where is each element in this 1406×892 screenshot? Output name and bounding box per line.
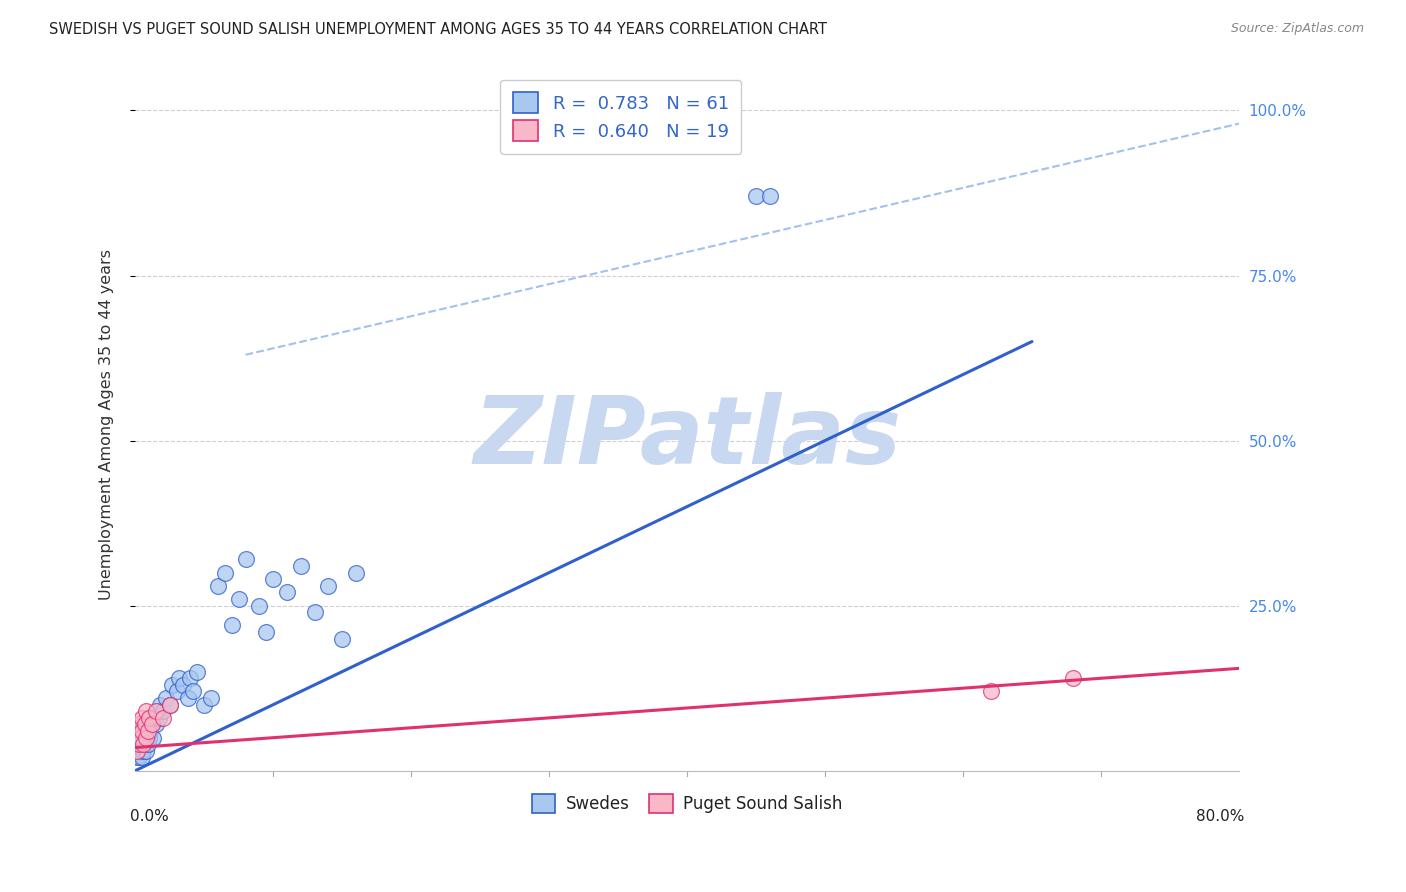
- Point: [148, 711, 170, 725]
- Point: [186, 665, 208, 679]
- Point: [143, 711, 166, 725]
- Point: [125, 750, 148, 764]
- Point: [128, 717, 150, 731]
- Point: [134, 737, 156, 751]
- Point: [131, 737, 153, 751]
- Point: [276, 585, 298, 599]
- Point: [132, 717, 155, 731]
- Point: [159, 698, 181, 712]
- Point: [166, 684, 188, 698]
- Point: [141, 717, 163, 731]
- Point: [193, 698, 215, 712]
- Y-axis label: Unemployment Among Ages 35 to 44 years: Unemployment Among Ages 35 to 44 years: [100, 249, 114, 599]
- Point: [127, 737, 149, 751]
- Point: [980, 684, 1002, 698]
- Point: [152, 704, 174, 718]
- Text: 0.0%: 0.0%: [129, 809, 169, 824]
- Point: [128, 737, 150, 751]
- Point: [1062, 671, 1084, 685]
- Point: [136, 724, 159, 739]
- Point: [318, 579, 340, 593]
- Point: [214, 566, 236, 580]
- Point: [290, 559, 312, 574]
- Text: 80.0%: 80.0%: [1197, 809, 1244, 824]
- Point: [129, 737, 152, 751]
- Point: [745, 189, 768, 203]
- Point: [131, 724, 153, 739]
- Point: [138, 711, 160, 725]
- Point: [135, 731, 157, 745]
- Point: [134, 717, 156, 731]
- Point: [135, 704, 157, 718]
- Point: [145, 717, 167, 731]
- Point: [155, 691, 177, 706]
- Point: [136, 737, 159, 751]
- Text: SWEDISH VS PUGET SOUND SALISH UNEMPLOYMENT AMONG AGES 35 TO 44 YEARS CORRELATION: SWEDISH VS PUGET SOUND SALISH UNEMPLOYME…: [49, 22, 827, 37]
- Point: [254, 625, 277, 640]
- Point: [141, 717, 163, 731]
- Point: [136, 724, 159, 739]
- Point: [200, 691, 222, 706]
- Point: [145, 704, 167, 718]
- Point: [139, 724, 162, 739]
- Point: [181, 684, 204, 698]
- Point: [131, 711, 153, 725]
- Point: [129, 731, 152, 745]
- Point: [135, 744, 157, 758]
- Point: [262, 572, 284, 586]
- Point: [134, 724, 156, 739]
- Point: [129, 724, 152, 739]
- Point: [176, 691, 198, 706]
- Point: [304, 605, 326, 619]
- Point: [149, 698, 172, 712]
- Point: [129, 744, 152, 758]
- Point: [138, 731, 160, 745]
- Point: [152, 711, 174, 725]
- Point: [128, 731, 150, 745]
- Point: [235, 552, 257, 566]
- Point: [132, 737, 155, 751]
- Point: [131, 750, 153, 764]
- Point: [162, 678, 184, 692]
- Legend: Swedes, Puget Sound Salish: Swedes, Puget Sound Salish: [524, 785, 851, 822]
- Text: Source: ZipAtlas.com: Source: ZipAtlas.com: [1230, 22, 1364, 36]
- Point: [142, 731, 165, 745]
- Point: [247, 599, 270, 613]
- Point: [344, 566, 367, 580]
- Text: ZIPatlas: ZIPatlas: [472, 392, 901, 484]
- Point: [330, 632, 353, 646]
- Point: [172, 678, 194, 692]
- Point: [135, 717, 157, 731]
- Point: [132, 731, 155, 745]
- Point: [132, 744, 155, 758]
- Point: [759, 189, 782, 203]
- Point: [127, 731, 149, 745]
- Point: [128, 737, 150, 751]
- Point: [169, 671, 191, 685]
- Point: [228, 592, 250, 607]
- Point: [125, 744, 148, 758]
- Point: [131, 724, 153, 739]
- Point: [179, 671, 201, 685]
- Point: [221, 618, 243, 632]
- Point: [159, 698, 181, 712]
- Point: [207, 579, 229, 593]
- Point: [128, 750, 150, 764]
- Point: [135, 731, 157, 745]
- Point: [127, 744, 149, 758]
- Point: [146, 704, 169, 718]
- Point: [138, 711, 160, 725]
